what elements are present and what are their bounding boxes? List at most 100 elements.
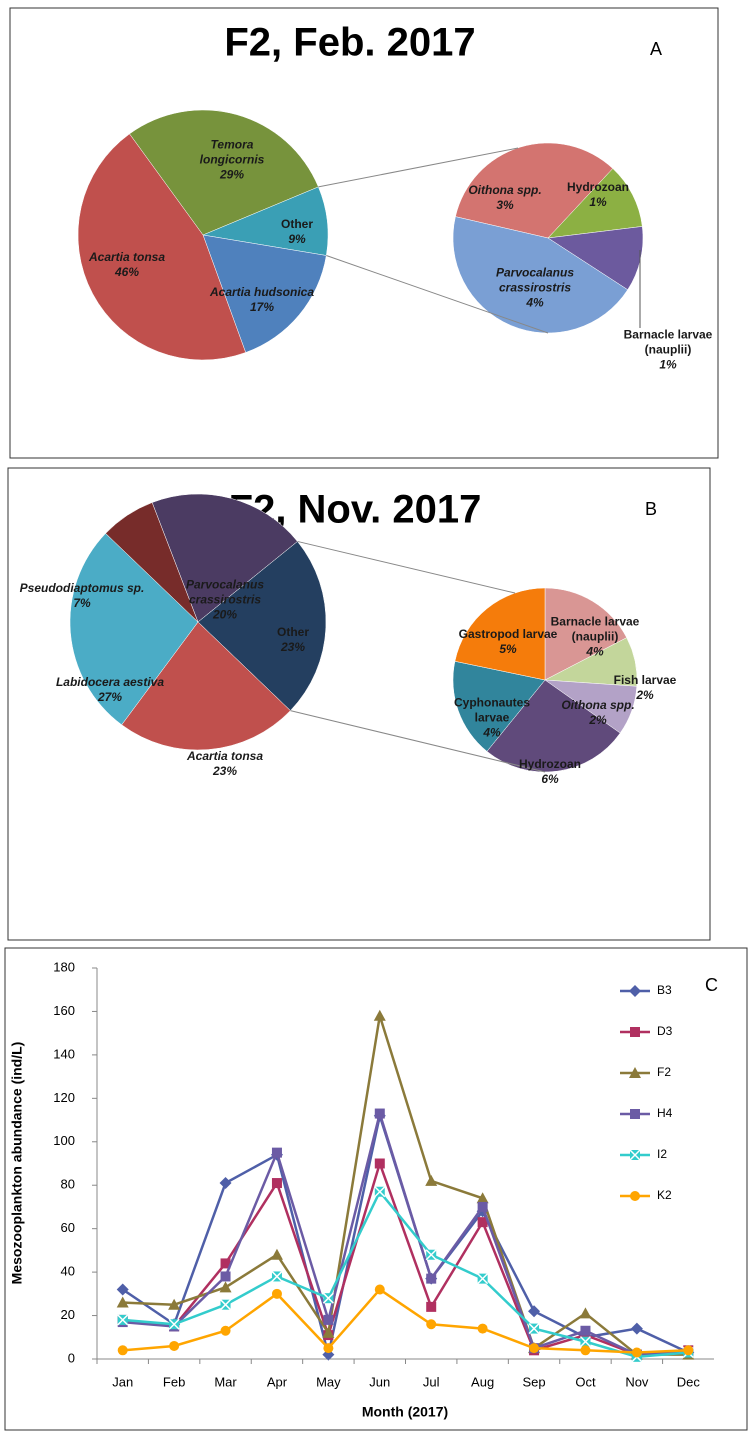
pie-slice	[452, 216, 629, 334]
slice-name: Gastropod larvae	[458, 627, 558, 641]
slice-value: 23%	[212, 764, 238, 778]
connector	[290, 710, 546, 773]
connector	[318, 147, 519, 188]
legend-marker	[629, 985, 641, 997]
legend-label: K2	[657, 1188, 672, 1202]
slice-value: 4%	[483, 725, 501, 740]
slice-label: Parvocalanus crassirostris 20%	[170, 578, 280, 623]
slice-label: Other 23%	[238, 625, 348, 655]
slice-label: Barnacle larvae (nauplii) 4%	[540, 615, 650, 660]
marker-cross	[477, 1273, 489, 1285]
marker	[116, 1296, 129, 1308]
slice-name: Hydrozoan	[518, 757, 581, 771]
marker	[219, 1177, 232, 1190]
pie-slice	[77, 133, 246, 361]
slice-name: Acartia hudsonica	[209, 285, 315, 299]
slice-value: 27%	[97, 690, 123, 704]
x-tick-label: Mar	[214, 1374, 237, 1389]
slice-value: 29%	[219, 167, 245, 182]
y-tick-label: 0	[68, 1350, 75, 1365]
slice-label: Oithona spp. 3%	[450, 183, 560, 213]
marker	[477, 1323, 488, 1334]
slice-label: Fish larvae 2%	[590, 673, 700, 703]
marker-cross	[322, 1292, 334, 1304]
slice-name: Acartia tonsa	[186, 749, 264, 763]
pie-slice	[129, 109, 319, 236]
legend-marker	[630, 1109, 640, 1119]
marker	[374, 1284, 385, 1295]
marker	[476, 1192, 489, 1204]
slice-name: Barnacle larvae (nauplii)	[623, 327, 713, 357]
legend-label: F2	[657, 1065, 671, 1079]
slice-value: 1%	[589, 195, 607, 209]
x-tick-label: Aug	[471, 1374, 494, 1389]
slice-label: Oithona spp. 2%	[543, 698, 653, 728]
marker	[425, 1174, 438, 1186]
legend-label: H4	[657, 1106, 673, 1120]
slice-name: Parvocalanus crassirostris	[495, 265, 575, 295]
slice-value: 2%	[636, 688, 654, 702]
marker	[116, 1283, 129, 1296]
marker	[477, 1201, 488, 1212]
slice-name: Other	[276, 625, 309, 639]
marker	[528, 1305, 541, 1318]
panel-frame	[4, 947, 748, 1431]
marker	[220, 1271, 231, 1282]
series-line	[122, 1159, 689, 1356]
legend-label: I2	[657, 1147, 667, 1161]
slice-label: Gastropod larvae 5%	[453, 627, 563, 657]
pie-slice	[121, 621, 291, 751]
pie-slice	[151, 493, 298, 623]
y-axis-title: Mesozooplankton abundance (ind/L)	[9, 1042, 25, 1285]
slice-name: Parvocalanus crassirostris	[185, 577, 265, 607]
marker	[579, 1307, 592, 1319]
marker-cross	[629, 1149, 641, 1161]
x-tick-label: Sep	[522, 1374, 545, 1389]
x-tick-label: Nov	[625, 1374, 649, 1389]
series-line	[122, 1015, 689, 1356]
marker	[683, 1345, 694, 1356]
slice-label: Acartia tonsa 46%	[72, 250, 182, 280]
marker	[271, 1288, 282, 1299]
marker-cross	[425, 1249, 437, 1261]
chart-title: F2, Feb. 2017	[224, 21, 475, 65]
y-tick-label: 40	[61, 1264, 75, 1279]
slice-label: Acartia tonsa 23%	[170, 749, 280, 779]
slice-value: 7%	[73, 596, 91, 610]
legend-marker	[630, 1191, 640, 1201]
slice-label: Temora longicornis 29%	[177, 138, 287, 183]
marker	[168, 1298, 181, 1310]
marker	[374, 1158, 385, 1169]
slice-value: 5%	[499, 642, 517, 656]
slice-label: Acartia hudsonica 17%	[207, 285, 317, 315]
x-axis-title: Month (2017)	[362, 1404, 448, 1420]
slice-value: 9%	[288, 232, 306, 246]
y-tick-label: 140	[53, 1046, 75, 1061]
panel-frame	[7, 467, 711, 941]
panel-frame	[9, 7, 719, 459]
marker-cross	[168, 1318, 180, 1330]
marker	[322, 1326, 335, 1338]
pie-slice	[454, 587, 546, 681]
marker-cross	[220, 1299, 232, 1311]
slice-name: Temora longicornis	[199, 137, 265, 167]
marker-cross	[117, 1314, 129, 1326]
y-tick-label: 120	[53, 1090, 75, 1105]
slice-value: 1%	[659, 357, 677, 372]
slice-label: Parvocalanus crassirostris 4%	[480, 266, 590, 311]
y-tick-label: 180	[53, 959, 75, 974]
pie-slice	[105, 502, 199, 623]
pie-slice	[69, 533, 199, 726]
marker-cross	[528, 1323, 540, 1335]
marker	[169, 1340, 180, 1351]
slice-name: Oithona spp.	[561, 698, 635, 712]
slice-value: 3%	[496, 198, 514, 212]
marker	[580, 1345, 591, 1356]
x-tick-label: Dec	[677, 1374, 701, 1389]
pie-slice	[452, 660, 546, 752]
y-tick-label: 100	[53, 1133, 75, 1148]
slice-label: Other 9%	[242, 217, 352, 247]
legend-label: B3	[657, 983, 672, 997]
